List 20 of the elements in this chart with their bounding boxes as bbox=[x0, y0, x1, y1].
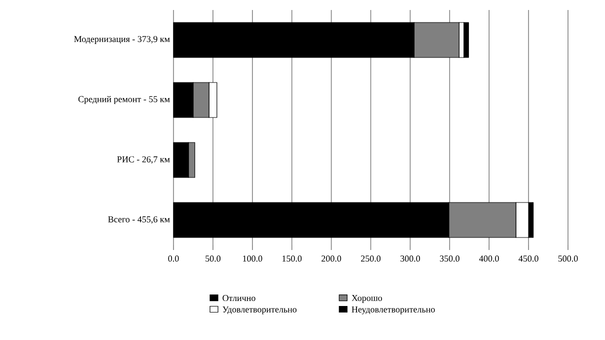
x-tick-label: 250.0 bbox=[361, 256, 381, 262]
x-tick-label: 150.0 bbox=[282, 256, 302, 262]
bar bbox=[464, 22, 469, 58]
x-tick-label: 350.0 bbox=[440, 256, 460, 262]
legend-label: Неудовлетворительно bbox=[352, 306, 435, 314]
y-tick-label: Средний ремонт - 55 км bbox=[78, 96, 170, 104]
x-tick-label: 100.0 bbox=[243, 256, 262, 262]
y-tick-label: Всего - 455,6 км bbox=[108, 216, 170, 224]
x-tick-label: 500.0 bbox=[558, 256, 578, 262]
legend-label: Отлично bbox=[222, 295, 256, 302]
x-tick-label: 0.0 bbox=[168, 256, 179, 262]
legend-label: Удовлетворительно bbox=[222, 306, 297, 314]
y-tick-label: Модернизация - 373,9 км bbox=[74, 36, 170, 44]
x-tick-label: 450.0 bbox=[518, 256, 538, 262]
x-tick-label: 300.0 bbox=[400, 256, 420, 262]
legend-label: Хорошо bbox=[352, 295, 382, 303]
x-tick-label: 200.0 bbox=[322, 256, 342, 262]
y-tick-label: РИС - 26,7 км bbox=[117, 156, 170, 164]
x-tick-label: 50.0 bbox=[206, 256, 220, 262]
x-tick-label: 400.0 bbox=[479, 256, 499, 262]
